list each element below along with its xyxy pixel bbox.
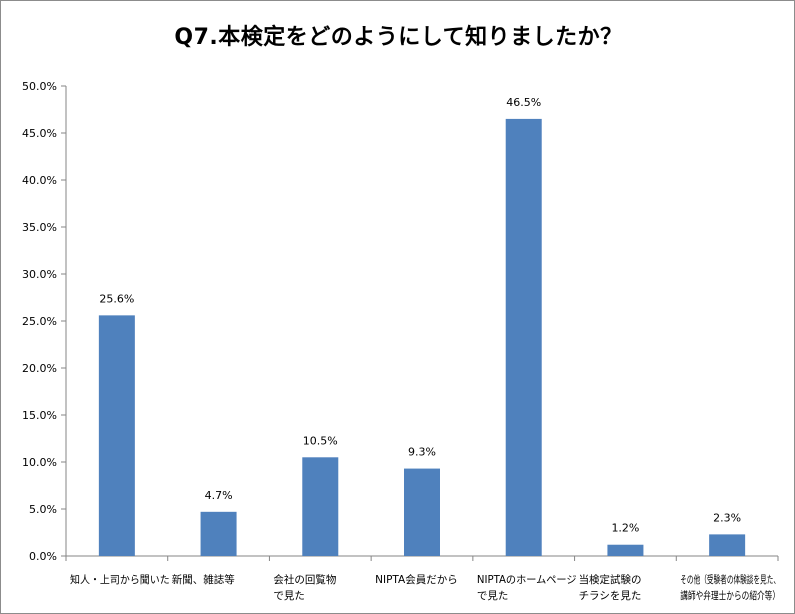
category-label: 会社の回覧物 [273,573,336,586]
category-label: で見た [477,590,509,602]
data-label: 9.3% [408,446,436,459]
y-tick-label: 50.0% [22,80,57,93]
category-label: 新聞、雑誌等 [172,573,235,586]
y-tick-label: 10.0% [22,456,57,469]
y-axis-ticks: 0.0% 5.0% 10.0% 15.0% 20.0% 25.0% 30.0% 35.0% 40… [22,80,66,563]
data-label: 25.6% [99,292,134,305]
data-labels: 25.6% 4.7% 10.5% 9.3% 46.5% 1.2% 2.3% [99,96,741,535]
bar [607,544,644,556]
category-label: で見た [273,590,305,602]
bar [200,511,237,556]
data-label: 10.5% [303,434,338,447]
bar [302,457,339,556]
bar [404,468,440,556]
y-tick-label: 40.0% [22,174,57,187]
data-label: 1.2% [611,522,639,535]
bar [709,534,746,556]
data-label: 46.5% [506,96,541,109]
y-tick-label: 0.0% [29,550,57,563]
data-label: 4.7% [205,489,233,502]
y-tick-label: 35.0% [22,221,57,234]
category-label: NIPTAのホームページ [477,574,577,586]
bars [98,118,746,557]
chart-title: Q7.本検定をどのようにして知りましたか？ [174,25,623,50]
y-tick-label: 45.0% [22,127,57,140]
category-label: NIPTA会員だから [375,573,458,586]
y-tick-label: 30.0% [22,268,57,281]
y-tick-label: 5.0% [29,503,57,516]
category-label: 知人・上司から聞いた [70,573,170,586]
y-tick-label: 20.0% [22,362,57,375]
category-label: チラシを見た [579,590,642,602]
y-tick-label: 25.0% [22,315,57,328]
category-label: 講師や弁理士からの紹介等） [680,589,780,602]
category-label: 当検定試験の [579,573,642,586]
data-label: 2.3% [713,511,741,524]
category-label: その他（受験者の体験談を見た、 [680,573,780,586]
bar [505,118,542,557]
y-tick-label: 15.0% [22,409,57,422]
bar [98,315,135,556]
